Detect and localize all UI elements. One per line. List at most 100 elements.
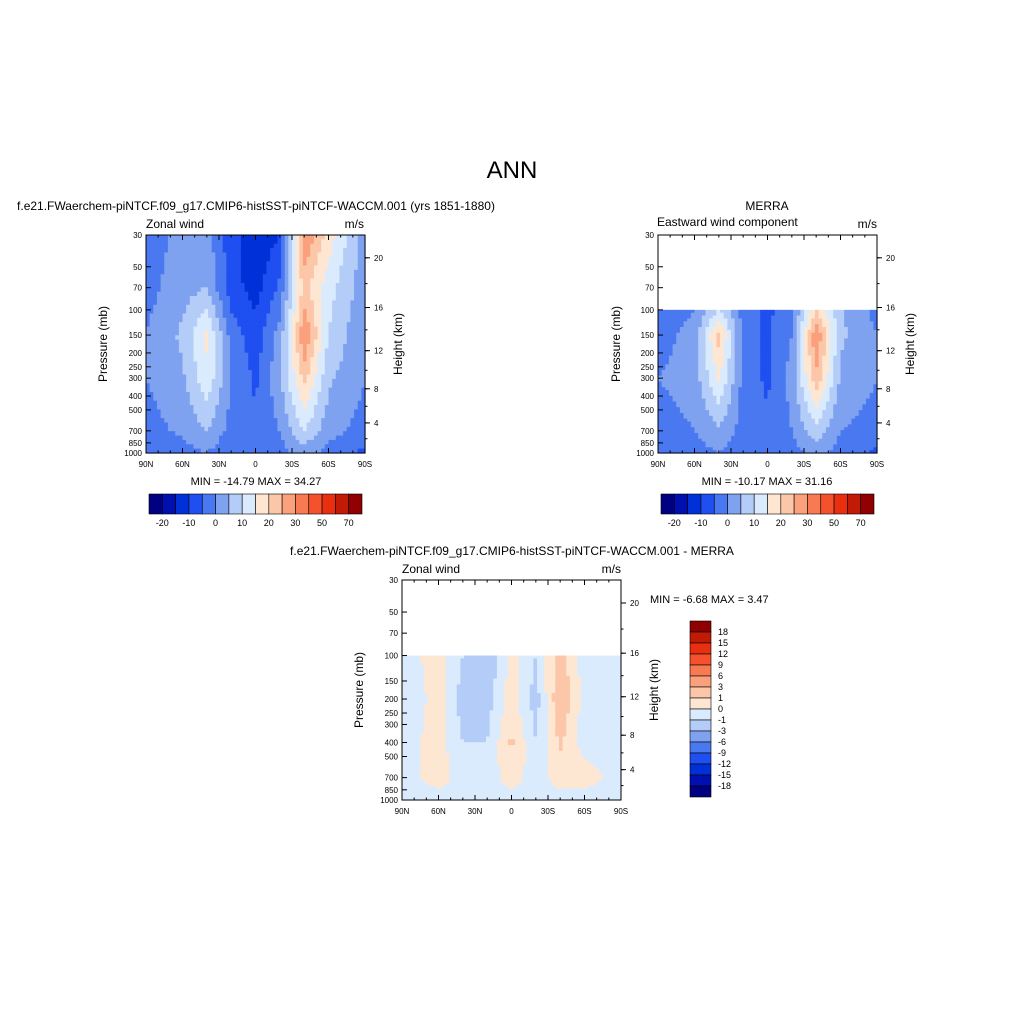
field-cell	[193, 278, 198, 284]
field-cell	[836, 395, 842, 400]
field-cell	[204, 252, 209, 258]
field-cell	[705, 375, 710, 380]
field-cell	[796, 341, 801, 345]
field-cell	[262, 256, 268, 262]
field-cell	[273, 235, 278, 240]
field-cell	[756, 358, 761, 362]
colorbar-box	[201, 493, 216, 515]
field-cell	[160, 409, 165, 415]
field-cell	[328, 313, 333, 319]
field-cell	[741, 309, 747, 314]
field-cell	[767, 332, 772, 337]
field-cell	[204, 269, 209, 275]
field-cell	[749, 375, 754, 380]
field-cell	[266, 439, 271, 445]
field-cell	[332, 330, 337, 336]
field-cell	[840, 384, 845, 388]
field-cell	[357, 344, 362, 349]
field-cell	[273, 357, 278, 363]
field-cell	[873, 367, 878, 371]
field-cell	[844, 309, 849, 314]
field-cell	[818, 384, 823, 388]
field-cell	[295, 291, 300, 297]
field-cell	[197, 344, 202, 349]
field-cell	[822, 329, 827, 334]
field-cell	[749, 384, 754, 388]
field-cell	[690, 361, 696, 365]
field-cell	[683, 347, 688, 351]
field-cell	[346, 413, 351, 419]
field-cell	[237, 300, 242, 306]
field-cell	[233, 235, 238, 240]
field-cell	[160, 322, 165, 328]
field-cell	[200, 278, 205, 284]
field-cell	[153, 304, 158, 310]
field-cell	[240, 335, 246, 341]
field-cell	[745, 349, 750, 354]
field-cell	[321, 422, 326, 428]
field-cell	[178, 326, 184, 332]
field-cell	[665, 387, 670, 391]
field-cell	[350, 413, 355, 419]
field-cell	[705, 318, 710, 322]
field-cell	[237, 396, 242, 402]
field-cell	[237, 291, 242, 297]
field-cell	[310, 361, 315, 367]
field-cell	[211, 252, 216, 258]
field-cell	[197, 243, 202, 249]
field-cell	[661, 369, 666, 374]
field-cell	[833, 332, 838, 337]
field-cell	[175, 326, 180, 332]
field-cell	[248, 335, 253, 341]
field-cell	[793, 335, 798, 340]
field-cell	[292, 339, 297, 345]
field-cell	[749, 344, 754, 348]
field-cell	[796, 367, 801, 371]
field-cell	[321, 348, 326, 354]
field-cell	[229, 313, 235, 319]
field-cell	[197, 361, 202, 367]
field-cell	[328, 278, 333, 284]
field-cell	[273, 409, 278, 415]
field-cell	[175, 431, 180, 437]
field-cell	[306, 383, 311, 389]
field-cell	[153, 248, 158, 254]
height-tick-label: 4	[374, 419, 379, 428]
field-cell	[208, 383, 213, 389]
field-cell	[756, 341, 761, 345]
field-cell	[211, 261, 216, 267]
field-cell	[760, 329, 765, 334]
field-cell	[313, 265, 319, 271]
field-cell	[694, 347, 699, 351]
field-cell	[357, 357, 362, 363]
field-cell	[731, 327, 736, 331]
field-cell	[324, 278, 330, 284]
field-cell	[156, 296, 162, 301]
field-cell	[273, 261, 278, 267]
field-cell	[665, 369, 670, 374]
field-cell	[869, 349, 874, 354]
field-cell	[789, 324, 794, 328]
field-cell	[862, 352, 867, 357]
field-cell	[690, 329, 696, 334]
field-cell	[818, 364, 823, 368]
field-cell	[698, 392, 703, 397]
field-cell	[847, 390, 853, 394]
field-cell	[709, 332, 714, 337]
field-cell	[284, 339, 289, 345]
field-cell	[731, 358, 736, 362]
field-cell	[211, 426, 216, 432]
field-cell	[255, 274, 260, 280]
field-cell	[156, 252, 162, 258]
field-cell	[251, 400, 257, 406]
field-cell	[299, 435, 304, 441]
field-cell	[763, 387, 769, 391]
field-cell	[350, 252, 355, 258]
field-cell	[858, 327, 863, 331]
field-cell	[357, 374, 362, 380]
field-cell	[149, 387, 154, 393]
field-cell	[804, 387, 809, 391]
field-cell	[862, 344, 867, 348]
field-cell	[266, 413, 271, 419]
field-cell	[720, 312, 725, 317]
